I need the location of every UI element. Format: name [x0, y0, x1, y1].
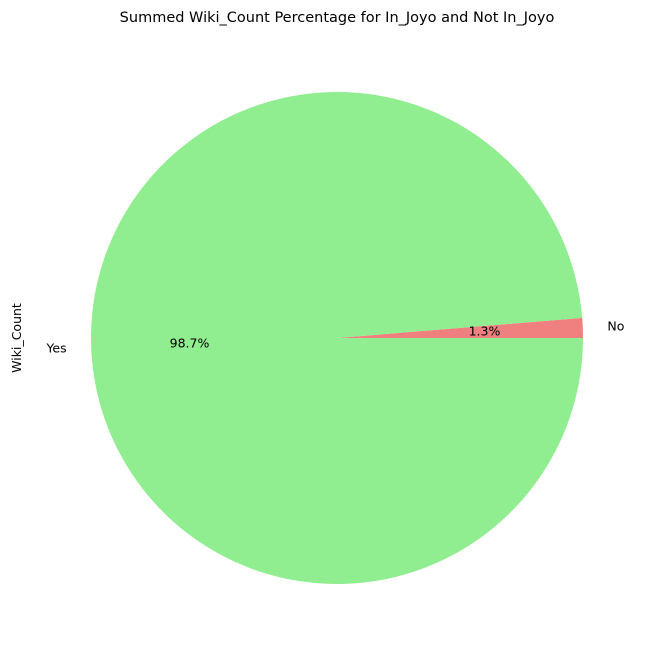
percent-label-yes: 98.7%: [170, 336, 210, 351]
pie-slices: [90, 91, 584, 584]
pie-slice-yes: [90, 91, 584, 584]
percent-label-no: 1.3%: [469, 323, 501, 338]
chart-title: Summed Wiki_Count Percentage for In_Joyo…: [120, 10, 555, 26]
pie-slice-no: [337, 317, 583, 338]
y-axis-label: Wiki_Count: [9, 303, 24, 373]
slice-label-no: No: [607, 318, 624, 333]
pie-labels: No 1.3% Yes 98.7%: [45, 318, 624, 355]
slice-label-yes: Yes: [45, 341, 66, 356]
